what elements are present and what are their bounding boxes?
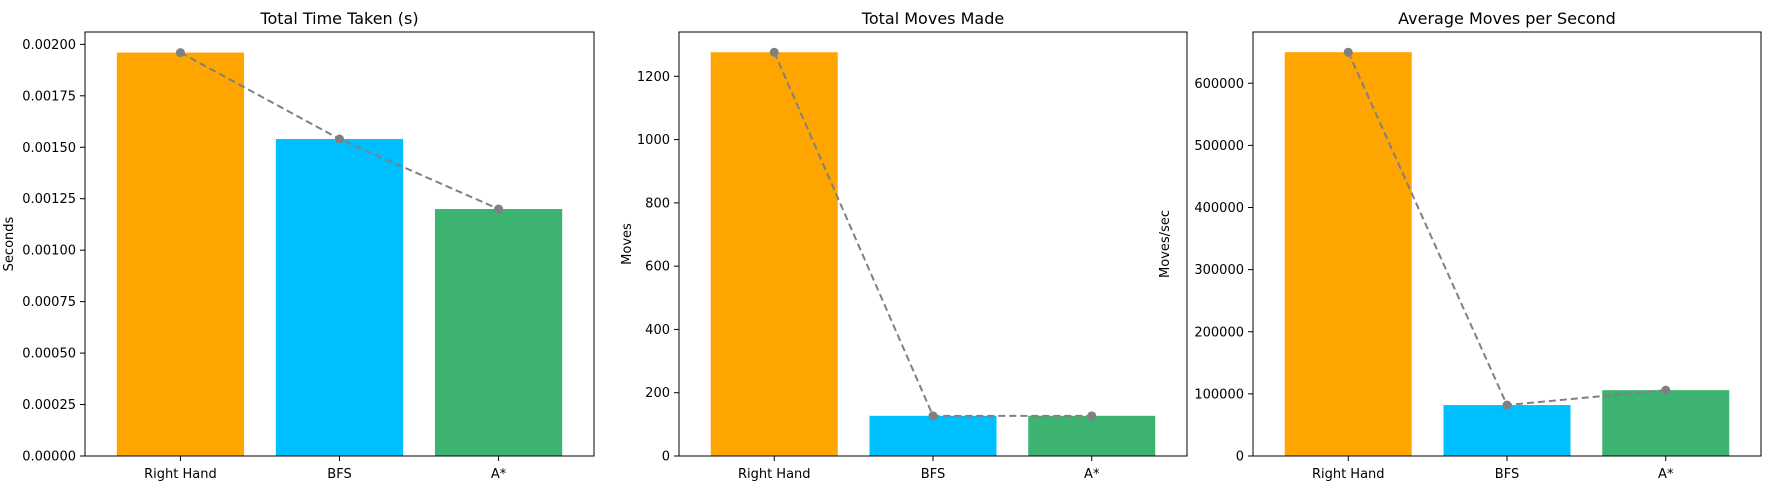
y-axis-label: Moves bbox=[620, 223, 635, 265]
bar bbox=[1602, 390, 1730, 456]
y-tick-label: 1000 bbox=[637, 133, 670, 148]
x-tick-label: A* bbox=[491, 467, 507, 482]
chart-title: Average Moves per Second bbox=[1398, 9, 1616, 28]
trend-point bbox=[494, 204, 504, 214]
bar bbox=[869, 415, 997, 456]
y-tick-label: 400000 bbox=[1194, 201, 1244, 216]
bar bbox=[1443, 405, 1571, 456]
x-tick-label: A* bbox=[1658, 467, 1674, 482]
y-tick-label: 600000 bbox=[1194, 77, 1244, 92]
chart-title: Total Moves Made bbox=[861, 9, 1004, 28]
y-tick-label: 0.00000 bbox=[22, 450, 76, 465]
y-tick-label: 200000 bbox=[1194, 325, 1244, 340]
y-tick-label: 1200 bbox=[637, 70, 670, 85]
y-tick-label: 0.00075 bbox=[22, 295, 76, 310]
trend-point bbox=[1087, 411, 1097, 421]
chart-title: Total Time Taken (s) bbox=[259, 9, 418, 28]
y-tick-label: 0.00200 bbox=[22, 38, 76, 53]
trend-point bbox=[1502, 400, 1512, 410]
bar bbox=[275, 139, 404, 457]
y-tick-label: 500000 bbox=[1194, 139, 1244, 154]
y-tick-label: 300000 bbox=[1194, 263, 1244, 278]
y-tick-label: 0.00150 bbox=[22, 141, 76, 156]
y-tick-label: 400 bbox=[645, 323, 670, 338]
bar bbox=[1028, 415, 1156, 456]
y-tick-label: 100000 bbox=[1194, 387, 1244, 402]
trend-point bbox=[1343, 47, 1353, 57]
x-tick-label: BFS bbox=[327, 467, 351, 482]
y-tick-label: 0.00100 bbox=[22, 244, 76, 259]
trend-point bbox=[928, 411, 938, 421]
trend-point bbox=[1661, 385, 1671, 395]
y-tick-label: 0.00050 bbox=[22, 347, 76, 362]
y-axis-label: Moves/sec bbox=[1158, 210, 1173, 278]
bar bbox=[710, 52, 838, 457]
y-tick-label: 0.00175 bbox=[22, 89, 76, 104]
x-tick-label: Right Hand bbox=[1312, 467, 1385, 482]
trend-point bbox=[769, 47, 779, 57]
x-tick-label: Right Hand bbox=[144, 467, 217, 482]
y-tick-label: 0.00125 bbox=[22, 192, 76, 207]
y-tick-label: 0.00025 bbox=[22, 398, 76, 413]
x-tick-label: BFS bbox=[921, 467, 945, 482]
trend-point bbox=[335, 134, 344, 144]
y-tick-label: 200 bbox=[645, 386, 670, 401]
chart-panel-1: 0.00000 0.00025 0.00050 0.00075 0.00100 0.001… bbox=[2, 9, 595, 482]
y-tick-label: 0 bbox=[1236, 450, 1244, 465]
y-tick-label: 800 bbox=[645, 196, 670, 211]
bar bbox=[1284, 52, 1412, 456]
chart-panel-3: 0 100000 200000 300000 400000 500000 600000 Rig… bbox=[1158, 9, 1762, 482]
bar bbox=[116, 52, 245, 457]
chart-panel-2: 0 200 400 600 800 1000 1200 Right Hand BFS A* Tota… bbox=[620, 9, 1188, 482]
x-tick-label: Right Hand bbox=[738, 467, 811, 482]
y-tick-label: 600 bbox=[645, 260, 670, 275]
x-tick-label: A* bbox=[1084, 467, 1100, 482]
x-tick-label: BFS bbox=[1495, 467, 1519, 482]
y-axis-label: Seconds bbox=[2, 216, 17, 271]
bar bbox=[434, 209, 563, 456]
y-tick-label: 0 bbox=[662, 450, 670, 465]
trend-point bbox=[175, 48, 185, 58]
